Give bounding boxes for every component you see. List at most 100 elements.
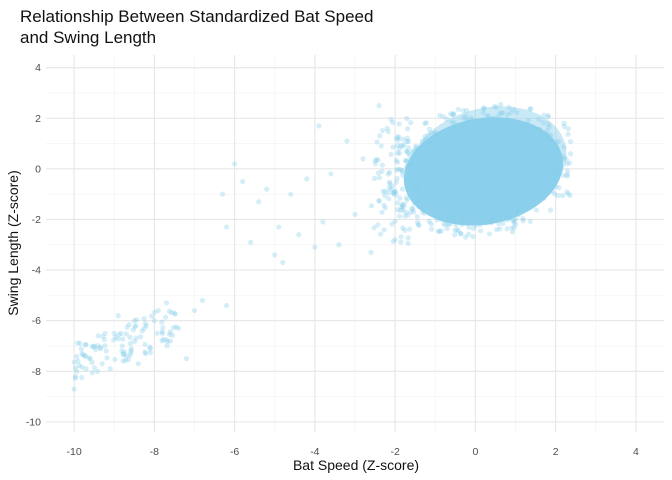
scatter-point <box>402 227 408 233</box>
scatter-point <box>452 216 458 222</box>
scatter-point <box>385 171 391 177</box>
scatter-point <box>111 337 117 343</box>
scatter-point <box>541 195 547 201</box>
scatter-point <box>75 358 81 364</box>
scatter-point <box>131 338 138 345</box>
scatter-point <box>134 317 140 323</box>
scatter-point <box>119 343 125 349</box>
scatter-point <box>256 199 262 205</box>
scatter-point <box>567 192 573 199</box>
scatter-point <box>414 186 420 192</box>
scatter-point <box>528 106 534 112</box>
scatter-point <box>118 330 124 337</box>
scatter-point <box>508 212 514 218</box>
scatter-point <box>400 136 406 142</box>
scatter-point <box>89 344 95 350</box>
scatter-point <box>510 119 516 125</box>
scatter-point <box>100 333 106 339</box>
scatter-point <box>420 205 426 211</box>
scatter-point <box>394 142 401 149</box>
scatter-point <box>545 114 551 120</box>
scatter-point <box>437 215 444 221</box>
scatter-point <box>425 132 431 138</box>
x-tick-label: -4 <box>310 446 319 458</box>
scatter-point <box>393 192 399 198</box>
scatter-point <box>433 129 439 136</box>
scatter-point <box>167 338 174 344</box>
scatter-point <box>127 340 133 347</box>
scatter-point <box>82 353 88 359</box>
scatter-point <box>478 217 484 223</box>
scatter-point <box>511 220 517 226</box>
scatter-point <box>147 345 153 352</box>
point-cloud-core <box>403 117 563 226</box>
scatter-point <box>248 239 254 245</box>
scatter-point <box>375 170 381 176</box>
scatter-point <box>395 150 401 156</box>
scatter-point <box>458 219 464 226</box>
scatter-point <box>477 228 484 234</box>
scatter-point <box>393 179 399 185</box>
scatter-point <box>390 119 396 126</box>
scatter-point <box>389 183 395 189</box>
scatter-point <box>404 157 410 163</box>
scatter-point <box>504 112 511 118</box>
scatter-point <box>162 314 169 320</box>
scatter-point <box>382 193 388 199</box>
scatter-point <box>166 331 173 337</box>
scatter-point <box>400 204 406 211</box>
scatter-point <box>133 335 139 341</box>
scatter-point <box>409 205 415 211</box>
scatter-point <box>490 115 496 121</box>
scatter-point <box>422 133 428 140</box>
scatter-point <box>316 123 322 129</box>
scatter-point <box>112 356 118 362</box>
scatter-point <box>561 155 568 161</box>
scatter-point <box>392 237 398 243</box>
scatter-point <box>288 191 294 197</box>
scatter-point <box>102 343 108 349</box>
chart-title-line-2: and Swing Length <box>20 28 157 47</box>
scatter-point <box>407 161 414 167</box>
scatter-point <box>461 115 467 121</box>
scatter-point <box>410 149 416 155</box>
scatter-point <box>407 161 413 168</box>
scatter-point <box>563 156 569 162</box>
dense-point-cloud <box>403 106 567 226</box>
scatter-point <box>387 181 393 187</box>
scatter-point <box>444 225 450 232</box>
scatter-point <box>408 209 414 215</box>
y-tick-label: 4 <box>35 62 41 74</box>
scatter-point <box>397 207 403 214</box>
scatter-point <box>380 189 386 195</box>
scatter-point <box>399 168 405 174</box>
scatter-point <box>379 209 385 215</box>
scatter-point <box>404 138 410 145</box>
scatter-point <box>460 219 467 225</box>
scatter-point <box>160 325 166 331</box>
scatter-point <box>386 196 392 202</box>
scatter-point <box>394 175 400 182</box>
scatter-point <box>394 200 401 206</box>
scatter-point <box>494 227 500 233</box>
scatter-point <box>72 374 79 380</box>
scatter-point <box>86 355 92 361</box>
scatter-point <box>123 353 129 359</box>
scatter-point <box>565 168 571 174</box>
scatter-point <box>458 231 464 237</box>
scatter-point <box>490 218 496 224</box>
scatter-point <box>553 143 560 150</box>
scatter-point <box>453 222 459 228</box>
scatter-point <box>143 323 149 329</box>
scatter-point <box>428 130 434 136</box>
scatter-point <box>138 334 144 340</box>
scatter-point <box>556 154 562 160</box>
scatter-point <box>450 129 456 135</box>
scatter-point <box>80 352 86 358</box>
scatter-point <box>429 226 435 232</box>
scatter-point <box>498 101 504 108</box>
scatter-point <box>513 221 519 227</box>
scatter-point <box>374 139 380 145</box>
scatter-point <box>397 167 404 173</box>
scatter-point <box>419 138 426 144</box>
